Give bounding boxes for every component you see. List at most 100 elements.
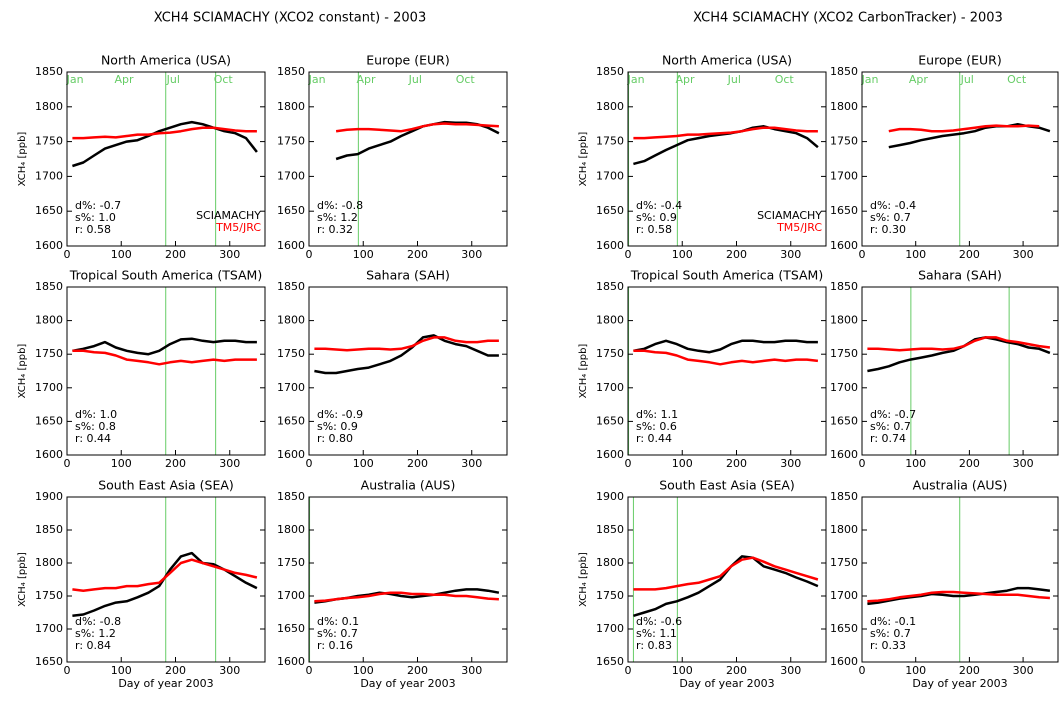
panel-title: Europe (EUR)	[366, 53, 449, 68]
x-tick-label: 100	[353, 248, 374, 261]
y-tick-label: 1750	[35, 135, 63, 148]
stat-label: d%: -0.1	[870, 615, 916, 628]
stat-label: s%: 1.2	[317, 211, 358, 224]
y-tick-label: 1850	[277, 65, 305, 78]
y-tick-label: 1850	[596, 523, 624, 536]
x-axis-label: Day of year 2003	[912, 677, 1007, 690]
x-tick-label: 0	[64, 457, 71, 470]
series-line	[633, 126, 818, 140]
x-tick-label: 200	[165, 457, 186, 470]
panel-title: Europe (EUR)	[918, 53, 1001, 68]
y-tick-label: 1750	[830, 347, 858, 360]
y-tick-label: 1800	[277, 314, 305, 327]
x-tick-label: 300	[461, 248, 482, 261]
y-tick-label: 1650	[830, 622, 858, 635]
stat-label: d%: 0.1	[317, 615, 359, 628]
x-tick-label: 300	[780, 248, 801, 261]
x-tick-label: 0	[859, 664, 866, 677]
x-tick-label: 0	[625, 248, 632, 261]
stat-label: r: 0.80	[317, 432, 353, 445]
x-tick-label: 100	[672, 248, 693, 261]
x-tick-label: 300	[219, 457, 240, 470]
x-tick-label: 100	[353, 664, 374, 677]
y-tick-label: 1800	[35, 556, 63, 569]
stat-label: d%: -0.7	[75, 199, 121, 212]
y-tick-label: 1900	[35, 490, 63, 503]
legend-entry: TM5/JRC	[215, 221, 261, 234]
x-tick-label: 200	[726, 664, 747, 677]
y-tick-label: 1750	[830, 556, 858, 569]
month-label: Oct	[456, 73, 476, 86]
y-tick-label: 1600	[277, 239, 305, 252]
stat-label: s%: 0.7	[870, 211, 911, 224]
y-tick-label: 1850	[277, 280, 305, 293]
y-tick-label: 1700	[277, 169, 305, 182]
y-tick-label: 1850	[830, 65, 858, 78]
panel-title: Australia (AUS)	[361, 478, 456, 493]
plot-frame	[627, 71, 827, 247]
y-tick-label: 1750	[596, 135, 624, 148]
plot-frame	[66, 286, 266, 456]
x-tick-label: 200	[407, 457, 428, 470]
series-line	[314, 336, 499, 352]
stat-label: r: 0.58	[636, 223, 672, 236]
x-tick-label: 300	[461, 664, 482, 677]
month-label: Jan	[308, 73, 326, 86]
y-tick-label: 1650	[596, 414, 624, 427]
y-tick-label: 1600	[35, 448, 63, 461]
x-tick-label: 200	[165, 248, 186, 261]
legend-entry: SCIAMACHY	[757, 209, 822, 222]
x-tick-label: 200	[959, 248, 980, 261]
panel-title: Sahara (SAH)	[918, 268, 1002, 283]
y-tick-label: 1650	[830, 414, 858, 427]
series-line	[72, 551, 258, 618]
legend-entry: SCIAMACHY	[196, 209, 261, 222]
y-tick-label: 1800	[596, 314, 624, 327]
plot-frame	[308, 496, 508, 663]
y-tick-label: 1850	[35, 280, 63, 293]
y-axis-label: XCH₄ [ppb]	[17, 552, 28, 607]
y-tick-label: 1700	[277, 589, 305, 602]
stat-label: r: 0.84	[75, 639, 111, 652]
y-tick-label: 1650	[596, 204, 624, 217]
x-tick-label: 0	[64, 248, 71, 261]
stat-label: s%: 0.7	[317, 627, 358, 640]
month-label: Oct	[214, 73, 234, 86]
stat-label: r: 0.32	[317, 223, 353, 236]
panel-title: South East Asia (SEA)	[98, 478, 234, 493]
stat-label: d%: -0.9	[317, 408, 363, 421]
y-tick-label: 1700	[596, 622, 624, 635]
y-tick-label: 1700	[35, 169, 63, 182]
y-tick-label: 1750	[35, 589, 63, 602]
panel-title: Sahara (SAH)	[366, 268, 450, 283]
panel-title: Australia (AUS)	[913, 478, 1008, 493]
y-tick-label: 1650	[35, 204, 63, 217]
stat-label: r: 0.44	[636, 432, 672, 445]
y-tick-label: 1800	[277, 523, 305, 536]
series-line	[867, 336, 1051, 352]
x-tick-label: 300	[219, 248, 240, 261]
y-tick-label: 1600	[35, 239, 63, 252]
stat-label: s%: 1.0	[75, 211, 116, 224]
x-tick-label: 300	[219, 664, 240, 677]
series-line	[633, 349, 819, 366]
stat-label: d%: -0.4	[870, 199, 916, 212]
legend-entry: TM5/JRC	[776, 221, 822, 234]
x-tick-label: 200	[165, 664, 186, 677]
x-tick-label: 100	[905, 248, 926, 261]
panel-title: South East Asia (SEA)	[659, 478, 795, 493]
stat-label: r: 0.33	[870, 639, 906, 652]
y-tick-label: 1700	[35, 622, 63, 635]
x-tick-label: 0	[859, 457, 866, 470]
series-line	[633, 555, 819, 617]
y-tick-label: 1750	[35, 347, 63, 360]
series-line	[633, 339, 818, 354]
series-line	[72, 126, 257, 140]
y-tick-label: 1700	[830, 589, 858, 602]
y-tick-label: 1700	[830, 381, 858, 394]
plot-frame	[861, 496, 1059, 663]
series-line	[314, 591, 499, 603]
series-line	[867, 590, 1050, 603]
y-tick-label: 1800	[830, 100, 858, 113]
